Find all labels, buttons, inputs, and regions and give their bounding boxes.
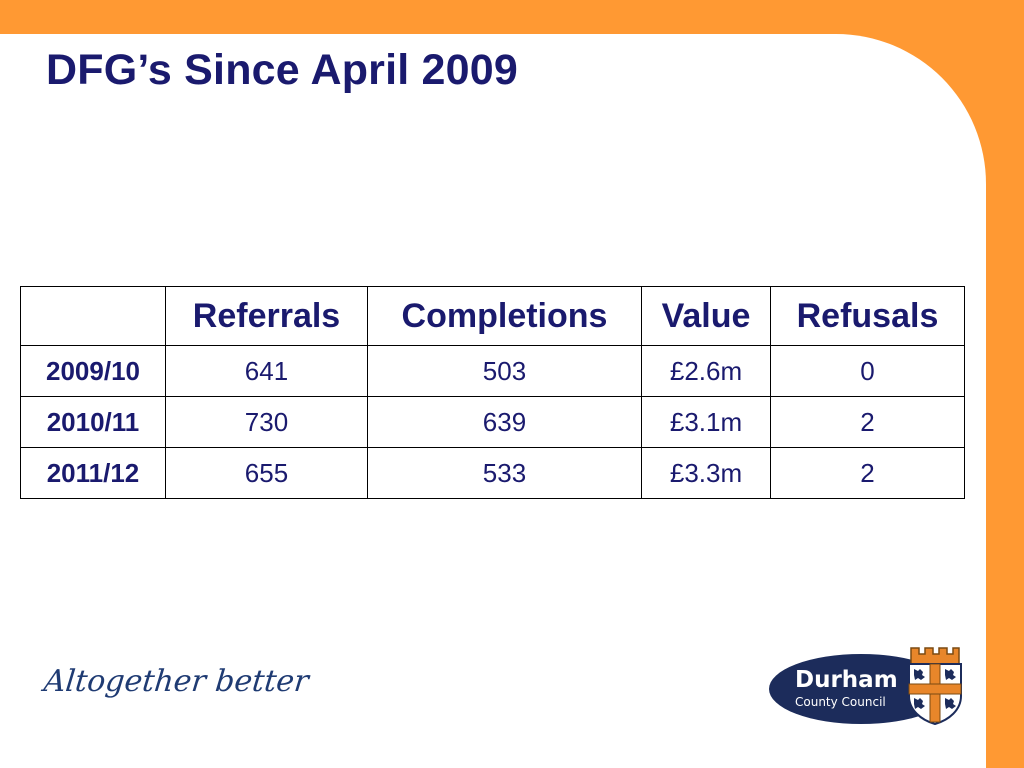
- table-row: 2009/10 641 503 £2.6m 0: [20, 345, 965, 397]
- cell-completions: 639: [367, 396, 642, 448]
- row-year: 2011/12: [20, 447, 166, 499]
- header-completions: Completions: [367, 286, 642, 346]
- cell-refusals: 2: [770, 396, 965, 448]
- row-year: 2009/10: [20, 345, 166, 397]
- durham-logo: Durham County Council: [769, 644, 969, 728]
- cell-refusals: 0: [770, 345, 965, 397]
- cell-referrals: 730: [165, 396, 368, 448]
- dfg-table: Referrals Completions Value Refusals 200…: [20, 286, 965, 499]
- cell-referrals: 655: [165, 447, 368, 499]
- cell-completions: 503: [367, 345, 642, 397]
- header-refusals: Refusals: [770, 286, 965, 346]
- cell-referrals: 641: [165, 345, 368, 397]
- logo-subtitle: County Council: [795, 695, 886, 709]
- table-header-row: Referrals Completions Value Refusals: [20, 286, 965, 346]
- tagline: Altogether better: [42, 664, 311, 699]
- cell-completions: 533: [367, 447, 642, 499]
- row-year: 2010/11: [20, 396, 166, 448]
- cell-refusals: 2: [770, 447, 965, 499]
- slide-title: DFG’s Since April 2009: [46, 46, 519, 94]
- header-corner-cell: [20, 286, 166, 346]
- logo-name: Durham: [795, 667, 898, 693]
- header-referrals: Referrals: [165, 286, 368, 346]
- table-row: 2010/11 730 639 £3.1m 2: [20, 396, 965, 448]
- cell-value: £2.6m: [641, 345, 771, 397]
- cell-value: £3.1m: [641, 396, 771, 448]
- header-value: Value: [641, 286, 771, 346]
- cell-value: £3.3m: [641, 447, 771, 499]
- table-row: 2011/12 655 533 £3.3m 2: [20, 447, 965, 499]
- durham-crest-icon: [908, 647, 962, 726]
